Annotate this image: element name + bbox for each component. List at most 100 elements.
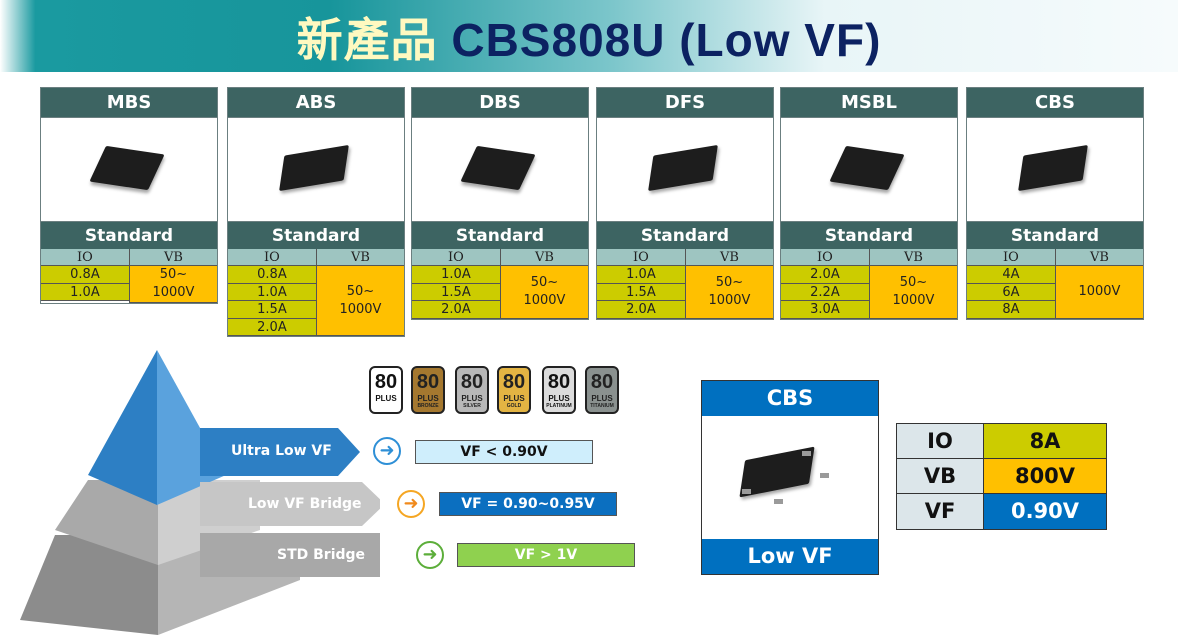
io-header-text: IO [448,250,464,265]
80plus-badge: 80 PLUS PLATINUM [542,366,576,414]
arrow-right-icon: ➜ [397,490,425,518]
io-header-text: IO [633,250,649,265]
family-name: CBS [967,88,1143,117]
badge-num: 80 [547,371,571,393]
io-header-text: IO [1003,250,1019,265]
family-column-dfs: DFS Standard IO 1.0A 1.5A 2.0A VB 50~ 1000V [596,87,774,320]
title-english: CBS808U (Low VF) [451,14,882,66]
pyramid-top-left [88,350,157,505]
spec-row-vb: VB 800V [897,459,1106,494]
family-name: MSBL [781,88,957,117]
badge-plus: PLUS [548,394,570,403]
title-banner [0,0,1178,72]
ultra-low-vf-tag [200,428,360,476]
io-cell: 1.0A [41,283,129,301]
io-cell: 2.0A [412,301,500,319]
io-header-text: IO [77,250,93,265]
io-cell: 1.0A [412,266,500,284]
io-cell: 1.0A [597,266,685,284]
package-image [41,117,217,221]
package-image [781,117,957,221]
80plus-badge: 80 PLUS GOLD [497,366,531,414]
package-image [412,117,588,221]
badge-plus: PLUS [503,394,525,403]
pyramid-label-ultra: Ultra Low VF [231,443,332,459]
rating-table: IO 0.8A 1.0A 1.5A 2.0A VB 50~ 1000V [228,249,404,336]
grade-label: Standard [781,221,957,249]
family-column-cbs: CBS Standard IO 4A 6A 8A VB 1000V [966,87,1144,320]
product-name: CBS [702,381,878,416]
title-chinese: 新產品 [296,14,438,66]
std-tag [200,533,380,577]
badge-plus: PLUS [591,394,613,403]
badge-num: 80 [590,371,614,393]
family-column-dbs: DBS Standard IO 1.0A 1.5A 2.0A VB 50~ 1000V [411,87,589,320]
io-cell: 0.8A [228,266,316,284]
io-header: IO [41,249,129,266]
chip-shape [89,145,165,191]
io-header: IO [967,249,1055,266]
vb-value: 50~ 1000V [685,266,773,319]
family-name: ABS [228,88,404,117]
vb-value: 50~ 1000V [129,266,217,303]
80plus-badge: 80 PLUS TITANIUM [585,366,619,414]
io-header: IO [597,249,685,266]
io-header: IO [781,249,869,266]
vb-header: VB [1055,249,1143,266]
badge-tier: GOLD [506,403,522,409]
chip-lead [742,489,751,494]
badge-num: 80 [416,371,440,393]
chip-lead [774,499,783,504]
80plus-badge: 80 PLUS SILVER [455,366,489,414]
spec-key: VB [897,459,984,493]
spec-key: IO [897,424,984,458]
chip-shape [1018,144,1088,192]
vb-header: VB [129,249,217,266]
vb-value: 1000V [1055,266,1143,319]
family-name: MBS [41,88,217,117]
badge-plus: PLUS [375,394,397,403]
vb-header: VB [685,249,773,266]
chip-shape [648,144,718,192]
badge-plus: PLUS [417,394,439,403]
vb-header: VB [316,249,404,266]
family-column-abs: ABS Standard IO 0.8A 1.0A 1.5A 2.0A VB 50~ 10… [227,87,405,337]
io-cell: 3.0A [781,301,869,319]
spec-table: IO 8A VB 800V VF 0.90V [896,423,1107,530]
product-tag: Low VF [702,539,878,574]
rating-table: IO 1.0A 1.5A 2.0A VB 50~ 1000V [412,249,588,319]
spec-key: VF [897,494,984,529]
badge-plus: PLUS [461,394,483,403]
pyramid-bottom-left [20,535,158,635]
80plus-badge: 80 PLUS BRONZE [411,366,445,414]
spec-value: 800V [984,459,1106,493]
family-column-msbl: MSBL Standard IO 2.0A 2.2A 3.0A VB 50~ 1000V [780,87,958,320]
io-cell: 1.5A [412,283,500,301]
io-header-text: IO [264,250,280,265]
vb-header: VB [500,249,588,266]
io-cell: 6A [967,283,1055,301]
package-image [228,117,404,221]
io-header: IO [412,249,500,266]
spec-value: 0.90V [984,494,1106,529]
io-cell: 2.0A [228,318,316,336]
product-card: CBS Low VF [701,380,879,575]
family-column-mbs: MBS Standard IO 0.8A 1.0A VB 50~ 1000V [40,87,218,304]
io-cell: 1.0A [228,283,316,301]
pyramid-mid-left [55,480,158,565]
family-name: DFS [597,88,773,117]
family-name: DBS [412,88,588,117]
chip-shape [460,145,536,191]
vb-value: 50~ 1000V [500,266,588,319]
io-cell: 2.0A [781,266,869,284]
io-cell: 2.0A [597,301,685,319]
badge-tier: TITANIUM [590,403,614,409]
pyramid-label-low: Low VF Bridge [248,496,362,512]
spec-row-io: IO 8A [897,424,1106,459]
pyramid-label-std: STD Bridge [277,547,366,563]
chip-shape [829,145,905,191]
badge-num: 80 [374,371,398,393]
io-cell: 4A [967,266,1055,284]
spec-value: 8A [984,424,1106,458]
vf-box-ultra: VF < 0.90V [415,440,593,464]
